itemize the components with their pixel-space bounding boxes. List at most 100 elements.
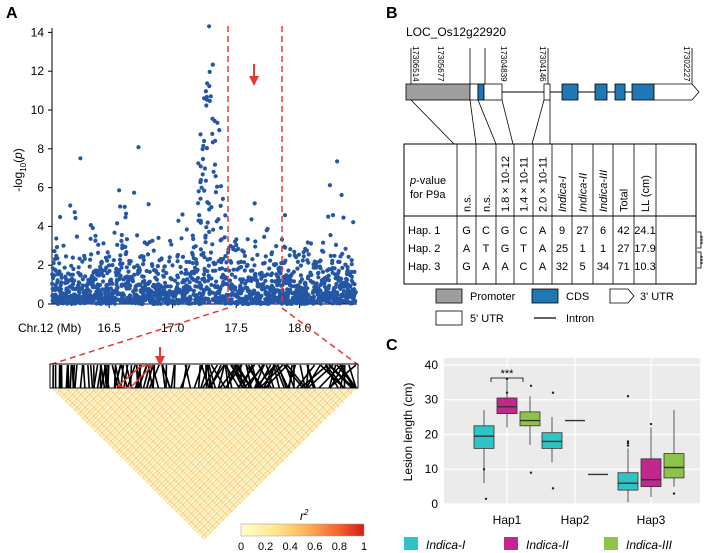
table-col-header-0: n.s. — [462, 194, 474, 212]
gene-positions: 17306514 17305677 17304839 17304146 17302227 — [411, 46, 691, 82]
table-cell: 27 — [576, 225, 588, 237]
table-cell: G — [501, 243, 510, 255]
box — [617, 472, 639, 491]
table-cell: 42 — [617, 225, 629, 237]
gene-position-3: 17304146 — [538, 46, 547, 82]
manhattan-y-tick-5: 10 — [31, 103, 45, 117]
table-cell: 9 — [559, 225, 565, 237]
table-col-headers: n.s. n.s. 1.8 × 10-12 1.4 × 10-11 2.0 × 10-1… — [462, 156, 653, 212]
panel-letter-b: B — [386, 5, 398, 22]
table-cell: A — [463, 243, 471, 255]
table-col-header-1: n.s. — [481, 194, 493, 212]
box — [663, 453, 685, 479]
box — [519, 411, 541, 427]
ld-legend-title: r2 — [300, 508, 309, 523]
boxplot-y-tick-1: 10 — [425, 462, 439, 476]
legend-3utr: 3' UTR — [640, 291, 674, 303]
box — [473, 425, 495, 449]
legend-cds: CDS — [566, 291, 589, 303]
legend-swatch-1 — [504, 537, 518, 550]
box — [640, 458, 662, 488]
pvalue-header: p-value — [409, 175, 446, 187]
boxplot-boxes — [473, 377, 685, 503]
panel-letter-c: C — [386, 337, 398, 354]
manhattan-x-tick-3: 18.0 — [288, 321, 312, 335]
table-cell: 34 — [597, 261, 609, 273]
gene-model: LOC_Os12g22920 17306514 17305677 17304839 1… — [405, 25, 700, 145]
box — [496, 397, 518, 415]
table-cell: 24.1 — [634, 225, 655, 237]
table-col-header-3: 1.4 × 10-11 — [519, 157, 531, 212]
table-cell: A — [501, 261, 509, 273]
ld-tick-0: 0 — [238, 541, 244, 553]
boxplot-x-tick-0: Hap1 — [493, 513, 522, 527]
manhattan-y-tick-1: 2 — [37, 258, 44, 272]
manhattan-ylabel: -log10(p) — [11, 148, 28, 192]
table-cell: A — [539, 243, 547, 255]
manhattan-y-tick-4: 8 — [37, 142, 44, 156]
ld-tick-3: 0.6 — [307, 541, 322, 553]
table-cell: G — [501, 225, 510, 237]
manhattan-x-tick-1: 17.0 — [161, 321, 185, 335]
boxplot-x-tick-2: Hap3 — [637, 513, 666, 527]
boxplot-y-tick-4: 40 — [425, 358, 439, 372]
table-cell: 25 — [556, 243, 568, 255]
table-cell: C — [520, 261, 528, 273]
manhattan-x-tick-2: 17.5 — [224, 321, 248, 335]
ld-colorbar — [240, 523, 365, 537]
boxplot-legend: Indica-I Indica-II Indica-III — [404, 537, 673, 552]
legend-swatch-2 — [604, 537, 618, 550]
boxplot-x-tick-1: Hap2 — [561, 513, 590, 527]
manhattan-y-tick-0: 0 — [37, 297, 44, 311]
table-cell: A — [539, 225, 547, 237]
manhattan-y-tick-2: 4 — [37, 219, 44, 233]
table-cell: C — [520, 225, 528, 237]
table-col-header-7: Indica-III — [598, 170, 610, 212]
boxplot-y-tick-2: 20 — [425, 427, 439, 441]
ld-snp-lines — [52, 364, 357, 389]
legend-label-2: Indica-III — [626, 538, 673, 552]
haplotype-table: p-value for P9a n.s. n.s. 1.8 × 10-12 1.4 ×… — [403, 143, 706, 285]
boxplot-y-tick-0: 0 — [431, 497, 438, 511]
manhattan-x-ticks: 16.5 17.0 17.5 18.0 — [97, 304, 312, 335]
panel-letter-a: A — [6, 5, 18, 22]
manhattan-x-tick-0: 16.5 — [97, 321, 121, 335]
legend-intron: Intron — [566, 313, 594, 325]
table-cell: 17.9 — [634, 243, 655, 255]
gene-position-0: 17306514 — [411, 46, 420, 82]
ld-heatmap: r2 0 0.2 0.4 0.6 0.8 1 — [49, 347, 367, 553]
manhattan-plot: 0 2 4 6 8 10 12 14 16.5 17.0 17.5 18.0 -log10(p) C… — [11, 24, 358, 365]
box — [541, 432, 563, 449]
boxplot-x-ticks: Hap1 Hap2 Hap3 — [493, 513, 666, 527]
table-cell: C — [482, 225, 490, 237]
boxplot-annotation: *** — [501, 368, 515, 380]
table-cell: T — [483, 243, 490, 255]
legend-5utr: 5' UTR — [470, 313, 504, 325]
boxplot: 0 10 20 30 40 Hap1 Hap2 Hap3 Lesion length (cm… — [401, 358, 700, 552]
table-cell: G — [462, 261, 471, 273]
sig-1: *** — [699, 235, 706, 244]
manhattan-y-tick-6: 12 — [31, 64, 45, 78]
gene-position-2: 17304839 — [499, 46, 508, 82]
manhattan-points — [50, 24, 358, 307]
table-cell: G — [462, 225, 471, 237]
boxplot-y-ticks: 0 10 20 30 40 — [425, 358, 439, 511]
sig-2: *** — [699, 255, 706, 264]
ld-tick-2: 0.4 — [283, 541, 298, 553]
legend-promoter: Promoter — [470, 291, 516, 303]
boxplot-y-tick-3: 30 — [425, 393, 439, 407]
manhattan-y-tick-7: 14 — [31, 25, 45, 39]
legend-label-1: Indica-II — [526, 538, 569, 552]
table-cell: 71 — [617, 261, 629, 273]
table-row-name-0: Hap. 1 — [408, 225, 440, 237]
table-col-header-5: Indica-I — [557, 176, 569, 212]
table-cell: 27 — [617, 243, 629, 255]
manhattan-xlabel: Chr.12 (Mb) — [18, 321, 81, 335]
legend-label-0: Indica-I — [426, 538, 466, 552]
boxplot-ylabel: Lesion length (cm) — [401, 383, 415, 482]
table-cell: 32 — [556, 261, 568, 273]
table-col-header-9: LL (cm) — [640, 175, 652, 212]
gene-position-4: 17302227 — [682, 46, 691, 82]
table-col-header-4: 2.0 × 10-11 — [538, 157, 550, 212]
